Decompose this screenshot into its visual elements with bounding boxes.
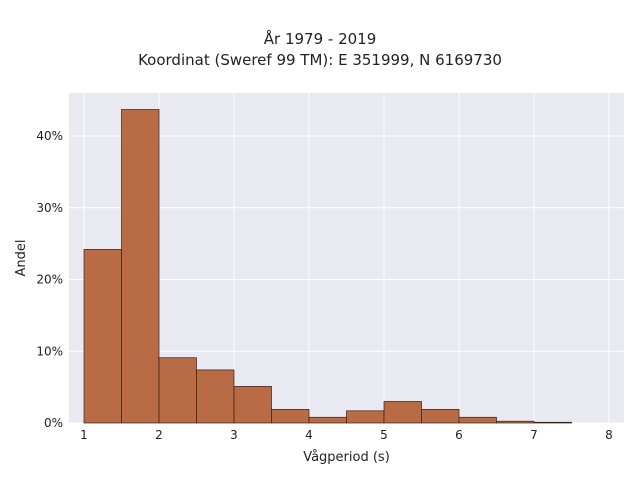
chart-subtitle: Koordinat (Sweref 99 TM): E 351999, N 61… bbox=[138, 51, 502, 69]
histogram-bar bbox=[346, 410, 385, 424]
x-tick-label: 7 bbox=[530, 428, 538, 442]
histogram-bar bbox=[383, 401, 422, 424]
histogram-bar bbox=[308, 416, 347, 424]
x-tick-label: 3 bbox=[230, 428, 238, 442]
histogram-bar bbox=[233, 386, 272, 424]
histogram-bar bbox=[458, 416, 497, 424]
histogram-bar bbox=[83, 249, 122, 424]
grid-lines bbox=[69, 93, 624, 424]
histogram-bar bbox=[271, 409, 310, 424]
histogram-bar bbox=[533, 421, 572, 424]
x-tick-label: 1 bbox=[80, 428, 88, 442]
y-tick-label: 20% bbox=[36, 273, 63, 287]
y-tick-label: 10% bbox=[36, 344, 63, 358]
histogram-bar bbox=[196, 369, 235, 424]
histogram-bar bbox=[121, 109, 160, 424]
y-axis-label: Andel bbox=[14, 240, 29, 277]
x-tick-label: 5 bbox=[380, 428, 388, 442]
y-tick-label: 0% bbox=[44, 416, 63, 430]
histogram-bar bbox=[158, 357, 197, 424]
x-axis-label: Vågperiod (s) bbox=[303, 450, 390, 465]
y-tick-label: 30% bbox=[36, 201, 63, 215]
x-tick-label: 8 bbox=[605, 428, 613, 442]
bars bbox=[83, 109, 572, 424]
chart-title: År 1979 - 2019 bbox=[263, 30, 377, 48]
y-tick-label: 40% bbox=[36, 129, 63, 143]
histogram-bar bbox=[496, 420, 535, 424]
x-tick-label: 6 bbox=[455, 428, 463, 442]
histogram-bar bbox=[421, 409, 460, 424]
x-tick-label: 4 bbox=[305, 428, 313, 442]
tick-labels: 1 2 3 4 5 6 7 8 0% 10% 20% 30% 40% bbox=[36, 129, 612, 442]
x-tick-label: 2 bbox=[155, 428, 163, 442]
